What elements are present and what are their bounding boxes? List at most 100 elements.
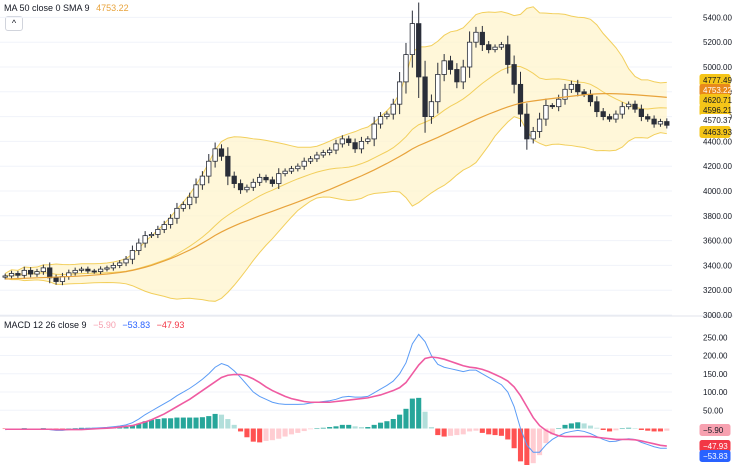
band-basis-line — [5, 65, 667, 277]
candle-body — [339, 138, 345, 145]
ma-legend-value: 4753.22 — [96, 3, 129, 13]
histogram-bar — [148, 419, 155, 429]
histogram-bar — [250, 428, 256, 442]
candle-body — [225, 155, 231, 177]
histogram-bar — [575, 422, 581, 429]
candle-body — [511, 64, 517, 85]
macd-line-value: −53.83 — [122, 320, 151, 330]
histogram-bar — [288, 428, 295, 435]
candle-body — [505, 44, 511, 65]
histogram-bar — [269, 428, 275, 441]
candle-body — [97, 268, 104, 272]
candle-body — [479, 31, 485, 46]
signal-line — [5, 356, 667, 447]
tag-label: 4620.71 — [703, 96, 732, 105]
candle-body — [549, 105, 555, 108]
chevron-up-icon: ^ — [11, 18, 17, 28]
candle-body — [600, 111, 606, 117]
histogram-bar — [556, 428, 562, 430]
candle-body — [371, 123, 377, 140]
candle-body — [664, 121, 670, 126]
candle-body — [581, 91, 587, 95]
candle-body — [441, 60, 447, 75]
histogram-bar — [657, 428, 664, 432]
candle-body — [435, 74, 441, 103]
price-tag: 4777.49 — [699, 74, 732, 86]
histogram-bar — [467, 428, 473, 432]
candle-body — [352, 142, 358, 150]
candle-body — [486, 44, 492, 51]
candle-body — [613, 113, 619, 120]
price-tag: 4570.37 — [699, 114, 732, 126]
tag-background — [699, 450, 731, 462]
histogram-bar — [587, 425, 594, 429]
candle-body — [651, 118, 657, 125]
price-tick-label: 5000.00 — [703, 63, 732, 72]
candle-body — [517, 83, 524, 115]
macd-tick-label: 100.00 — [703, 388, 728, 397]
candle-body — [104, 267, 110, 270]
histogram-bar — [664, 428, 670, 431]
macd-signal-value: −47.93 — [156, 320, 185, 330]
ma-legend[interactable]: MA 50 close 0 SMA 9 4753.22 — [4, 3, 129, 13]
candle-body — [231, 175, 237, 184]
histogram-bar — [263, 428, 269, 441]
candle-body — [21, 269, 27, 276]
candle-body — [626, 103, 632, 108]
histogram-bar — [562, 424, 568, 429]
histogram-bar — [327, 427, 333, 429]
histogram-bar — [365, 427, 371, 429]
histogram-bar — [352, 426, 358, 429]
candle-body — [2, 275, 8, 278]
histogram-bar — [301, 428, 307, 432]
histogram-bar — [142, 421, 148, 429]
candle-body — [632, 103, 638, 110]
candle-body — [148, 233, 155, 237]
histogram-bar — [492, 428, 498, 436]
price-tick-label: 4200.00 — [703, 162, 732, 171]
tag-label: −47.93 — [703, 442, 728, 451]
price-candles — [2, 2, 670, 286]
histogram-bar — [371, 424, 377, 429]
candle-body — [390, 103, 396, 115]
histogram-bar — [645, 428, 651, 431]
candle-body — [556, 98, 562, 108]
candle-body — [180, 204, 186, 209]
histogram-bar — [626, 427, 632, 429]
candle-body — [53, 277, 59, 282]
histogram-bar — [632, 428, 638, 429]
histogram-bar — [409, 398, 415, 429]
candle-body — [619, 106, 625, 115]
candle-body — [562, 88, 568, 100]
price-tick-label: 3800.00 — [703, 212, 732, 221]
macd-value-tag: −53.83 — [699, 450, 731, 462]
candle-body — [536, 118, 543, 132]
candle-body — [358, 140, 365, 150]
histogram-bar — [206, 416, 212, 429]
histogram-bar — [435, 428, 441, 436]
macd-legend[interactable]: MACD 12 26 close 9 −5.90 −53.83 −47.93 — [4, 320, 184, 330]
candle-body — [422, 76, 428, 117]
price-tick-label: 3000.00 — [703, 311, 732, 320]
histogram-bar — [238, 428, 244, 432]
candle-body — [396, 81, 403, 105]
histogram-bar — [193, 417, 199, 429]
histogram-bar — [72, 428, 78, 429]
collapse-legend-button[interactable]: ^ — [5, 16, 23, 31]
candle-body — [365, 138, 371, 142]
histogram-bar — [530, 428, 536, 464]
tag-label: −53.83 — [703, 452, 728, 461]
histogram-bar — [390, 419, 396, 429]
candle-body — [34, 271, 40, 275]
histogram-bar — [568, 423, 574, 429]
macd-hist-value: −5.90 — [93, 320, 116, 330]
tag-background — [699, 424, 731, 436]
band-lower-line — [5, 116, 667, 302]
candle-body — [199, 175, 206, 186]
histogram-bar — [511, 428, 517, 449]
histogram-bar — [199, 417, 205, 429]
histogram-bar — [218, 414, 225, 429]
histogram-bar — [129, 425, 135, 429]
